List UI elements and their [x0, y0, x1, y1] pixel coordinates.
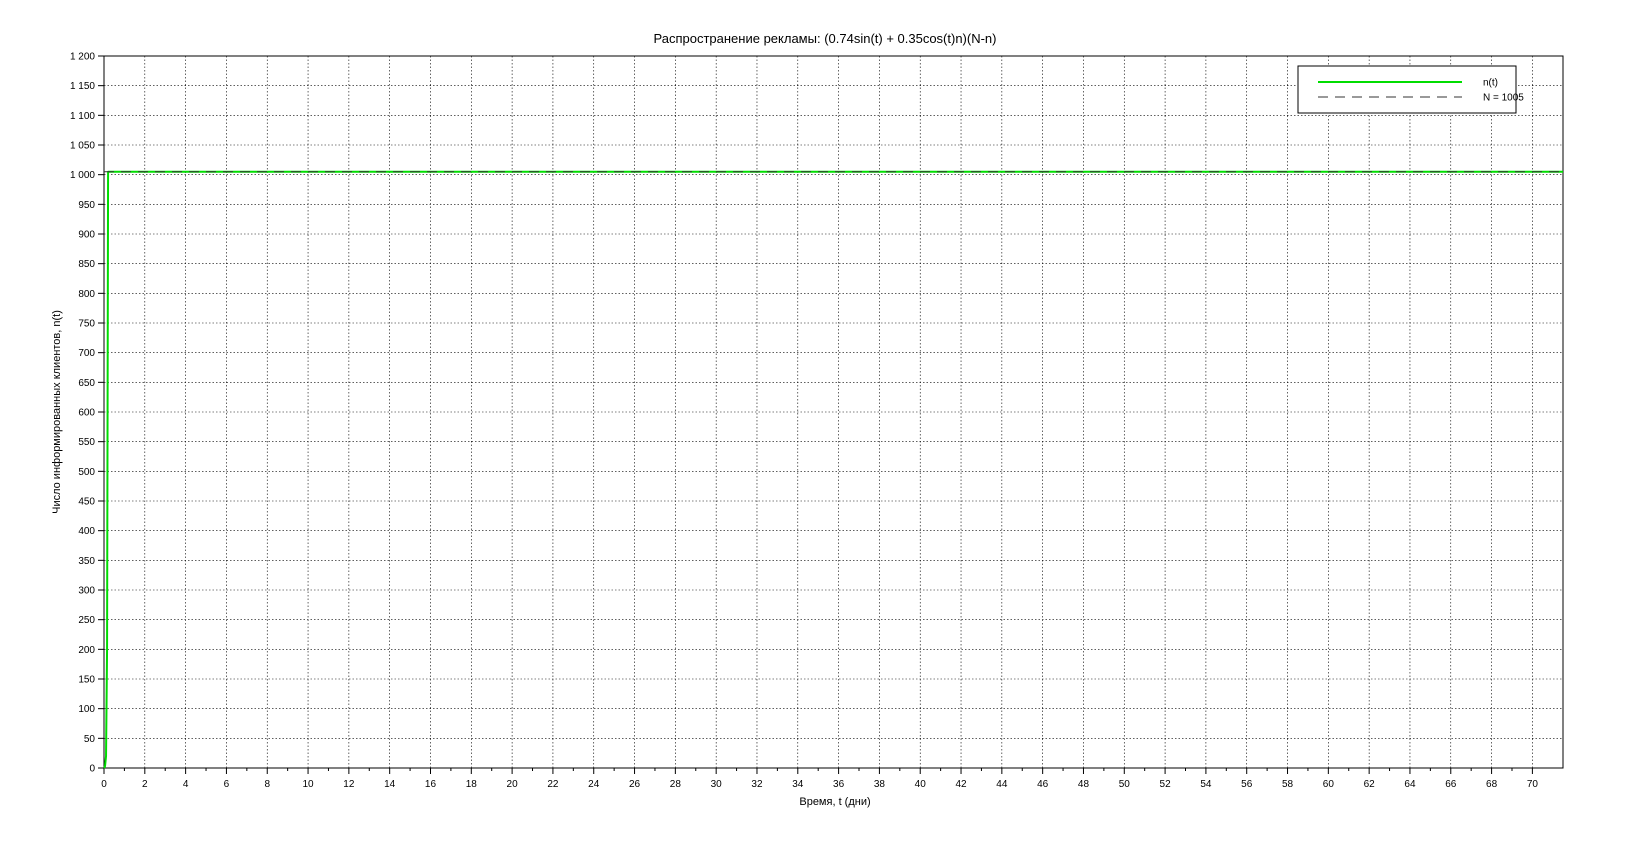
y-tick-label: 1 200 — [70, 52, 95, 63]
x-tick-label: 48 — [1078, 779, 1090, 790]
y-tick-label: 800 — [78, 289, 95, 300]
x-tick-label: 70 — [1527, 779, 1539, 790]
y-tick-labels: 0 50 100 150 200 250 300 350 400 450 500 550 600 650 7… — [70, 52, 95, 775]
x-tick-label: 30 — [711, 779, 723, 790]
y-tick-label: 600 — [78, 408, 95, 419]
x-tick-label: 32 — [751, 779, 763, 790]
y-tick-label: 950 — [78, 200, 95, 211]
x-tick-label: 4 — [183, 779, 189, 790]
x-tick-label: 50 — [1119, 779, 1131, 790]
x-tick-label: 66 — [1445, 779, 1457, 790]
x-tick-label: 52 — [1160, 779, 1172, 790]
y-tick-label: 1 150 — [70, 81, 95, 92]
legend-label-series-1: N = 1005 — [1483, 93, 1524, 104]
x-tick-label: 44 — [996, 779, 1008, 790]
x-tick-label: 28 — [670, 779, 682, 790]
y-tick-label: 850 — [78, 259, 95, 270]
y-tick-label: 750 — [78, 319, 95, 330]
x-tick-label: 0 — [101, 779, 107, 790]
y-tick-label: 1 000 — [70, 170, 95, 181]
x-tick-label: 56 — [1241, 779, 1253, 790]
x-tick-label: 22 — [547, 779, 559, 790]
y-tick-label: 50 — [84, 734, 96, 745]
y-tick-label: 250 — [78, 615, 95, 626]
y-tick-label: 700 — [78, 348, 95, 359]
legend: n(t) N = 1005 — [1297, 65, 1524, 114]
x-tick-label: 42 — [955, 779, 967, 790]
x-tick-label: 24 — [588, 779, 600, 790]
chart-title: Распространение рекламы: (0.74sin(t) + 0… — [654, 31, 997, 46]
series — [103, 170, 1563, 769]
y-tick-label: 0 — [89, 764, 95, 775]
y-tick-label: 100 — [78, 704, 95, 715]
x-tick-label: 12 — [343, 779, 355, 790]
x-tick-label: 40 — [915, 779, 927, 790]
x-tick-label: 34 — [792, 779, 804, 790]
x-tick-label: 26 — [629, 779, 641, 790]
x-tick-label: 18 — [466, 779, 478, 790]
x-tick-label: 38 — [874, 779, 886, 790]
x-tick-label: 20 — [507, 779, 519, 790]
x-tick-label: 2 — [142, 779, 148, 790]
x-tick-label: 46 — [1037, 779, 1049, 790]
x-axis-label: Время, t (дни) — [799, 796, 870, 808]
legend-box — [1297, 65, 1517, 114]
y-tick-label: 650 — [78, 378, 95, 389]
y-tick-label: 450 — [78, 497, 95, 508]
x-tick-labels: 0 2 4 6 8 10 12 14 16 18 20 22 24 26 28 30 32 34 36 38 40 42 4… — [101, 779, 1538, 790]
x-tick-label: 58 — [1282, 779, 1294, 790]
y-tick-label: 150 — [78, 675, 95, 686]
y-tick-label: 300 — [78, 586, 95, 597]
x-tick-label: 62 — [1364, 779, 1376, 790]
y-tick-label: 550 — [78, 437, 95, 448]
y-tick-label: 900 — [78, 230, 95, 241]
x-tick-label: 64 — [1404, 779, 1416, 790]
x-tick-label: 10 — [302, 779, 314, 790]
y-tick-label: 200 — [78, 645, 95, 656]
y-tick-label: 500 — [78, 467, 95, 478]
y-axis-label: Число информированных клиентов, n(t) — [51, 310, 63, 514]
axis-ticks — [98, 55, 1533, 774]
x-tick-label: 54 — [1200, 779, 1212, 790]
y-tick-label: 1 050 — [70, 141, 95, 152]
y-tick-label: 400 — [78, 526, 95, 537]
x-tick-label: 8 — [264, 779, 270, 790]
x-tick-label: 36 — [833, 779, 845, 790]
x-tick-label: 68 — [1486, 779, 1498, 790]
x-tick-label: 60 — [1323, 779, 1335, 790]
x-tick-label: 6 — [224, 779, 230, 790]
x-tick-label: 16 — [425, 779, 437, 790]
x-tick-label: 14 — [384, 779, 396, 790]
y-tick-label: 1 100 — [70, 111, 95, 122]
y-tick-label: 350 — [78, 556, 95, 567]
legend-label-series-0: n(t) — [1483, 78, 1498, 89]
